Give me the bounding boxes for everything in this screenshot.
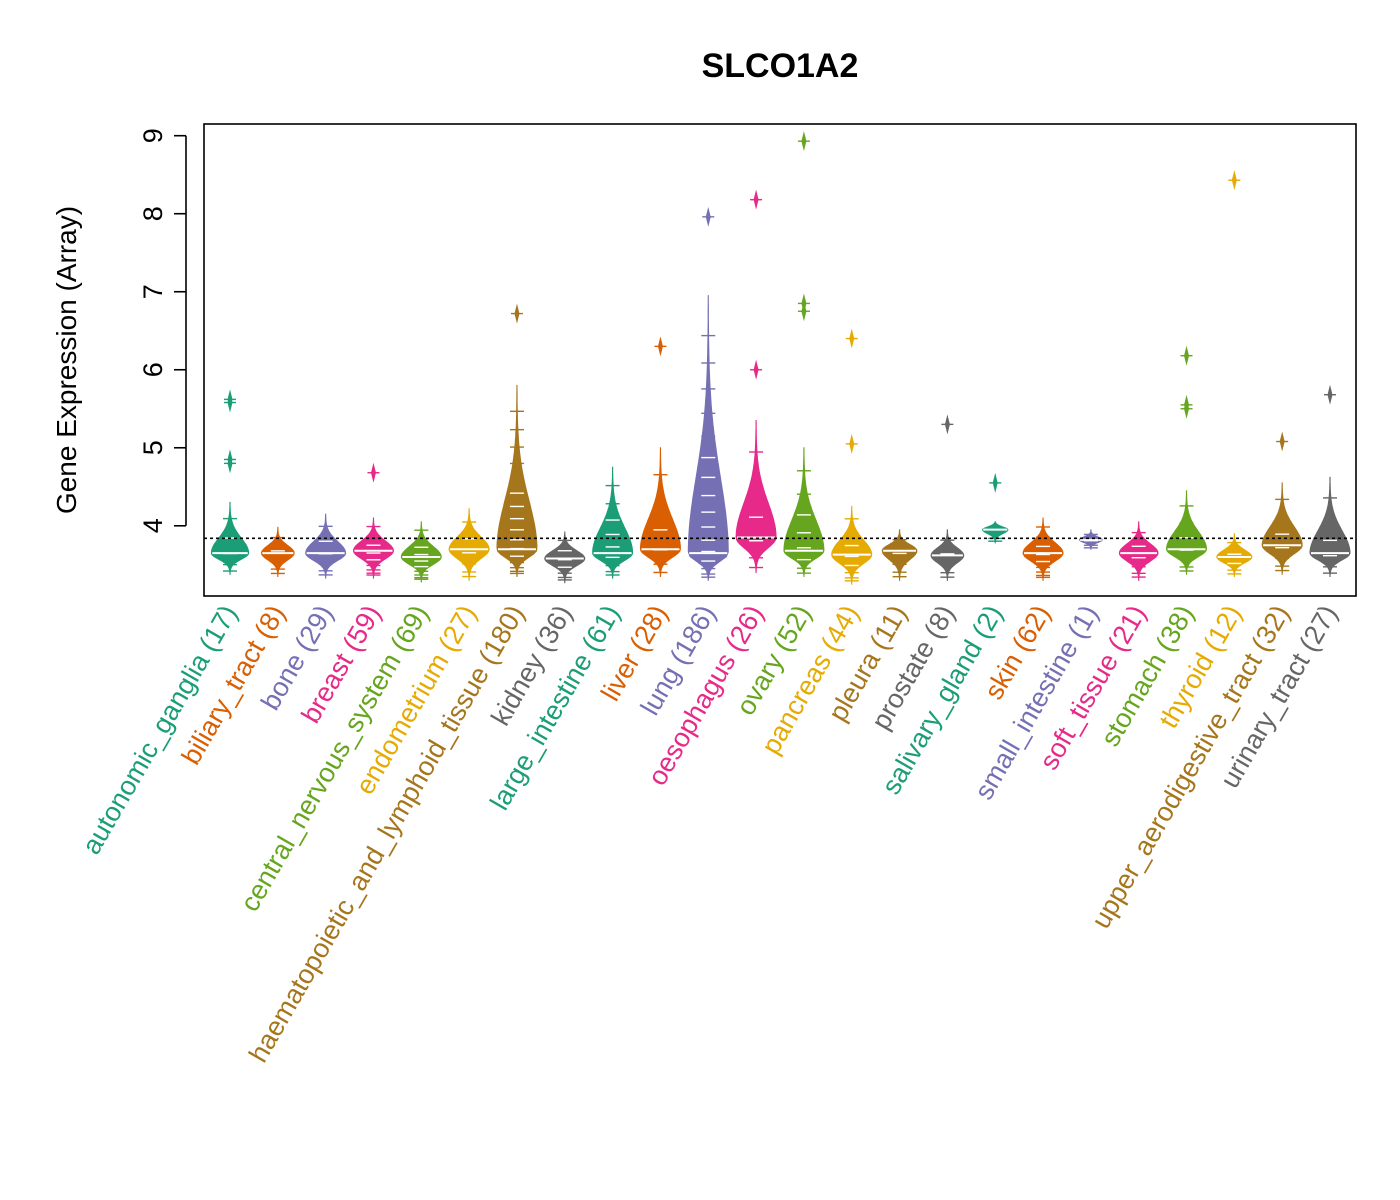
bean-shape	[261, 526, 295, 577]
y-axis-label: Gene Expression (Array)	[51, 206, 82, 514]
bean-ovary	[783, 131, 825, 577]
bean-shape	[1022, 517, 1064, 581]
bean-upper_aerodigestive_tract	[1261, 431, 1303, 575]
chart-title: SLCO1A2	[702, 47, 859, 85]
bean-urinary_tract	[1309, 384, 1351, 577]
bean-stomach	[1165, 345, 1208, 575]
bean-shape	[639, 447, 681, 577]
bean-shape	[592, 466, 634, 579]
bean-autonomic_ganglia	[210, 389, 250, 575]
y-tick-label: 9	[138, 128, 168, 143]
bean-liver	[639, 336, 681, 577]
bean-soft_tissue	[1118, 521, 1159, 581]
bean-shape	[687, 295, 729, 581]
bean-prostate	[930, 414, 965, 581]
bean-shape	[448, 508, 490, 581]
bean-shape	[496, 384, 538, 577]
bean-haematopoietic_and_lymphoid_tissue	[496, 303, 538, 577]
bean-pancreas	[831, 328, 873, 585]
bean-bone	[305, 513, 347, 579]
bean-salivary_gland	[982, 472, 1009, 544]
bean-shape	[400, 521, 442, 583]
y-axis: 4 5 6 7 8 9	[138, 128, 187, 533]
bean-oesophagus	[735, 189, 777, 574]
bean-small_intestine	[1079, 529, 1103, 550]
bean-shape	[1309, 476, 1351, 577]
plot-frame	[203, 123, 1357, 597]
bean-thyroid	[1216, 170, 1253, 577]
bean-lung	[687, 206, 729, 581]
y-tick-label: 8	[138, 206, 168, 221]
y-tick-label: 5	[138, 440, 168, 455]
bean-pleura	[881, 529, 918, 581]
bean-breast	[353, 462, 395, 579]
bean-shape	[735, 420, 777, 574]
bean-shape	[1165, 490, 1208, 575]
bean-shape	[1216, 533, 1253, 577]
bean-shape	[305, 513, 347, 579]
bean-shape	[353, 517, 395, 579]
bean-endometrium	[448, 508, 490, 581]
y-tick-label: 4	[138, 518, 168, 533]
bean-large_intestine	[592, 466, 634, 579]
bean-shape	[982, 521, 1009, 544]
bean-shape	[1261, 482, 1303, 575]
y-tick-label: 6	[138, 362, 168, 377]
bean-shape	[544, 531, 586, 584]
bean-central_nervous_system	[400, 521, 442, 583]
y-tick-label: 7	[138, 284, 168, 299]
bean-biliary_tract	[261, 526, 295, 577]
bean-skin	[1022, 517, 1064, 581]
bean-shape	[783, 447, 825, 577]
bean-shape	[1118, 521, 1159, 581]
x-axis-labels: autonomic_ganglia (17)biliary_tract (8)b…	[76, 600, 1343, 1067]
bean-kidney	[544, 531, 586, 584]
beans-layer	[210, 131, 1351, 585]
